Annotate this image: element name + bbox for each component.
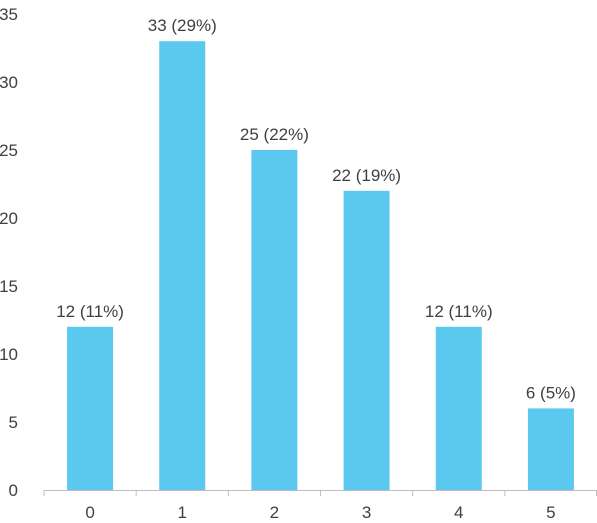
x-tick-label: 3 [362,503,371,522]
data-labels: 12 (11%) 33 (29%) 25 (22%) 22 (19%) 12 (11%)… [56,16,576,402]
bar [67,326,114,490]
bar [343,190,390,491]
bars [67,41,574,491]
data-label: 12 (11%) [425,302,493,321]
data-label: 6 (5%) [526,383,576,402]
data-label: 25 (22%) [240,125,309,144]
x-tick-label: 1 [178,503,187,522]
y-tick-label: 25 [0,141,18,160]
bar [251,150,298,490]
y-tick-label: 15 [0,277,18,296]
y-tick-label: 20 [0,209,18,228]
y-tick-label: 10 [0,345,18,364]
bar [435,326,482,490]
data-label: 22 (19%) [332,166,401,185]
x-tick-label: 5 [546,503,555,522]
x-tick-label: 0 [85,503,94,522]
data-label: 33 (29%) [148,16,217,35]
x-tick-label: 4 [454,503,463,522]
bar [159,41,206,490]
y-tick-label: 30 [0,73,18,92]
y-tick-label: 35 [0,5,18,24]
y-tick-label: 0 [9,481,18,500]
x-tick-label: 2 [270,503,279,522]
data-label: 12 (11%) [56,302,124,321]
x-axis-tick-marks [43,490,597,496]
bar [527,408,574,490]
y-axis-tick-labels: 0 5 10 15 20 25 30 35 [0,5,18,500]
x-axis-tick-labels: 0 1 2 3 4 5 [85,503,555,522]
y-tick-label: 5 [9,413,18,432]
